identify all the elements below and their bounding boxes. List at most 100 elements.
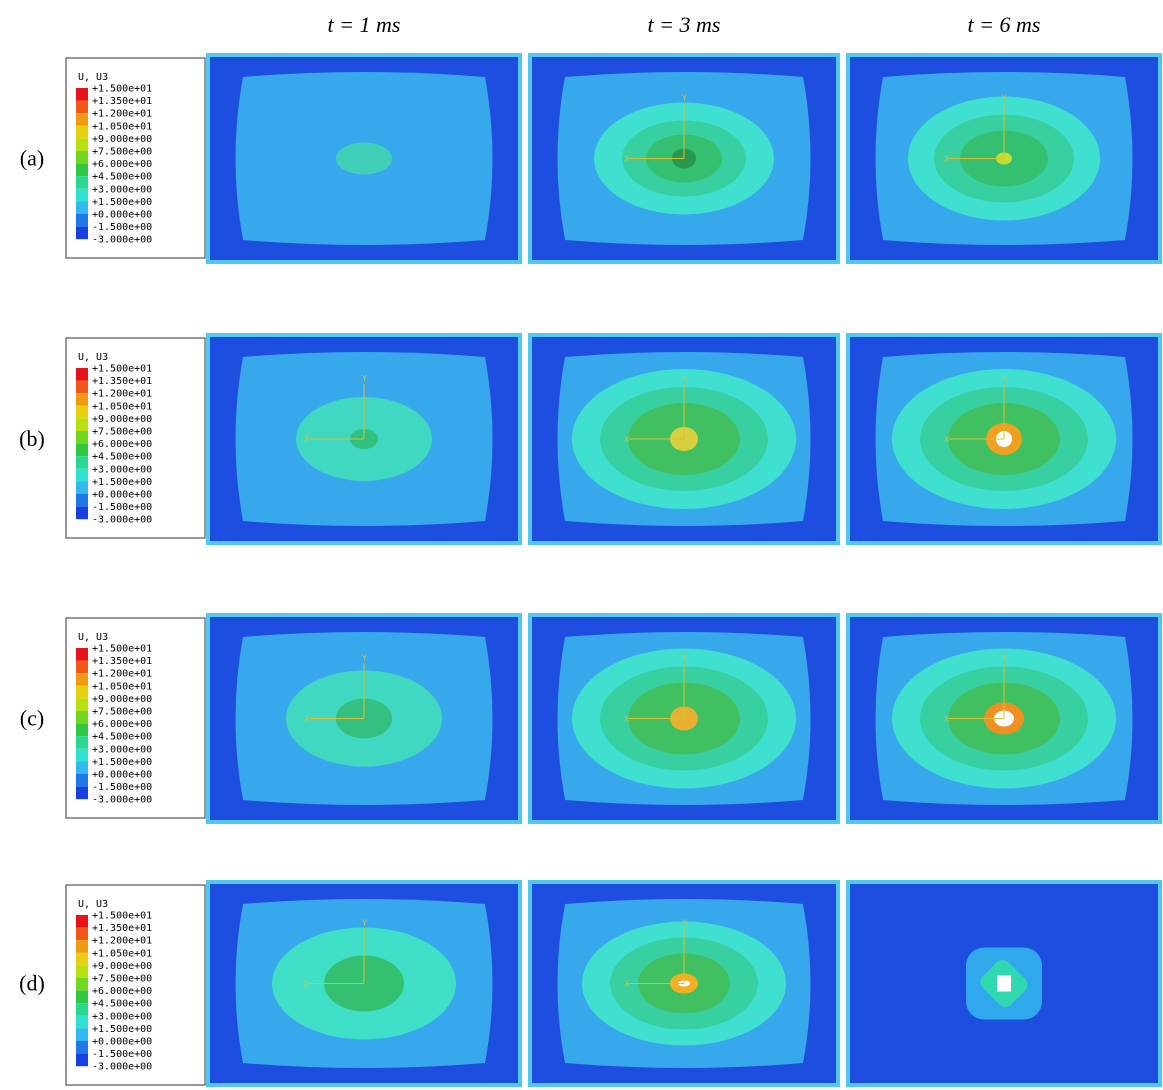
legend-label: +9.000e+00 xyxy=(92,961,152,972)
legend-label: +1.050e+01 xyxy=(92,681,152,692)
legend-swatch xyxy=(76,468,88,482)
legend-swatch xyxy=(76,1053,88,1067)
legend-label: +1.200e+01 xyxy=(92,389,152,400)
axis-label: X xyxy=(944,435,950,444)
legend-label: +1.500e+01 xyxy=(92,84,152,95)
column-header: t = 3 ms xyxy=(648,12,721,37)
legend-swatch xyxy=(76,380,88,394)
axis-label: Y xyxy=(681,94,687,103)
legend: U, U3+1.500e+01+1.350e+01 +1.200e+01+1.05… xyxy=(65,57,206,259)
legend-swatch xyxy=(76,648,88,661)
axis-label: Y xyxy=(681,654,687,663)
legend-label: +1.350e+01 xyxy=(92,376,152,387)
legend-swatch xyxy=(76,151,88,164)
legend-label: +9.000e+00 xyxy=(92,694,152,705)
axis-label: X xyxy=(304,435,310,444)
legend-swatch xyxy=(76,418,88,431)
legend-title: U, U3 xyxy=(78,899,108,910)
legend-label: -1.500e+00 xyxy=(92,222,152,233)
legend-label: +7.500e+00 xyxy=(92,147,152,158)
legend-swatch xyxy=(76,990,88,1004)
legend-label: +9.000e+00 xyxy=(92,134,152,145)
legend-label: +3.000e+00 xyxy=(92,1011,152,1022)
axis-label: Y xyxy=(1001,374,1007,383)
hole xyxy=(997,975,1011,992)
legend-label: +4.500e+00 xyxy=(92,999,152,1010)
legend-swatch xyxy=(76,456,88,469)
axis-label: Y xyxy=(361,919,367,928)
legend-box xyxy=(65,57,206,259)
legend-label: +4.500e+00 xyxy=(92,732,152,743)
legend: U, U3+1.500e+01+1.350e+01 +1.200e+01+1.05… xyxy=(65,884,206,1086)
row-label: (b) xyxy=(19,426,45,451)
legend-label: +1.500e+00 xyxy=(92,1024,152,1035)
legend-swatch xyxy=(76,393,88,406)
legend-swatch xyxy=(76,138,88,151)
contour-panel: XY xyxy=(206,333,522,545)
legend-box xyxy=(65,337,206,539)
legend-label: +1.500e+01 xyxy=(92,911,152,922)
axis-label: X xyxy=(624,435,630,444)
legend-swatch xyxy=(76,927,88,941)
legend-swatch xyxy=(76,673,88,686)
legend-label: +3.000e+00 xyxy=(92,464,152,475)
legend-label: +7.500e+00 xyxy=(92,427,152,438)
legend-swatch xyxy=(76,368,88,381)
axis-label: Y xyxy=(681,374,687,383)
legend-swatch xyxy=(76,978,88,991)
legend-label: +3.000e+00 xyxy=(92,184,152,195)
legend-swatch xyxy=(76,711,88,724)
legend-label: +0.000e+00 xyxy=(92,210,152,221)
legend-label: +1.200e+01 xyxy=(92,936,152,947)
legend-label: +1.200e+01 xyxy=(92,109,152,120)
contour-panel: XY xyxy=(206,880,522,1087)
legend-swatch xyxy=(76,506,88,520)
legend-swatch xyxy=(76,100,88,114)
legend-label: -3.000e+00 xyxy=(92,1062,152,1073)
legend-title: U, U3 xyxy=(78,352,108,363)
contour-panel xyxy=(846,880,1162,1087)
legend-swatch xyxy=(76,1003,88,1016)
legend-swatch xyxy=(76,748,88,762)
legend-label: +3.000e+00 xyxy=(92,744,152,755)
legend-swatch xyxy=(76,188,88,202)
axis-label: X xyxy=(624,980,630,989)
contour-panel xyxy=(206,53,522,264)
legend-swatch xyxy=(76,1041,88,1054)
legend-label: -1.500e+00 xyxy=(92,1049,152,1060)
axis-label: Y xyxy=(361,654,367,663)
row-label: (c) xyxy=(20,706,44,731)
legend-label: +9.000e+00 xyxy=(92,414,152,425)
legend-label: +1.500e+01 xyxy=(92,364,152,375)
legend-swatch xyxy=(76,952,88,966)
contour-panel: XY xyxy=(206,613,522,824)
legend-swatch xyxy=(76,685,88,699)
contour-panel: XY xyxy=(528,333,840,545)
contour-panel: XY xyxy=(846,53,1162,264)
legend-label: +1.350e+01 xyxy=(92,923,152,934)
legend-label: -1.500e+00 xyxy=(92,782,152,793)
axis-label: X xyxy=(944,155,950,164)
row-label: (a) xyxy=(20,146,44,171)
legend-label: +6.000e+00 xyxy=(92,719,152,730)
contour-panel: XY xyxy=(846,333,1162,545)
legend-label: +0.000e+00 xyxy=(92,490,152,501)
legend-swatch xyxy=(76,214,88,227)
legend-label: +1.050e+01 xyxy=(92,401,152,412)
contour-panel: XY xyxy=(528,53,840,264)
legend-label: +1.500e+00 xyxy=(92,757,152,768)
legend-swatch xyxy=(76,761,88,774)
axis-label: X xyxy=(304,980,310,989)
legend-swatch xyxy=(76,226,88,240)
legend-swatch xyxy=(76,443,88,457)
legend-label: +1.350e+01 xyxy=(92,96,152,107)
legend-swatch xyxy=(76,1028,88,1041)
legend-swatch xyxy=(76,201,88,214)
axis-label: Y xyxy=(1001,94,1007,103)
legend-swatch xyxy=(76,965,88,978)
legend-swatch xyxy=(76,125,88,139)
legend-label: +1.500e+00 xyxy=(92,477,152,488)
legend-swatch xyxy=(76,431,88,444)
